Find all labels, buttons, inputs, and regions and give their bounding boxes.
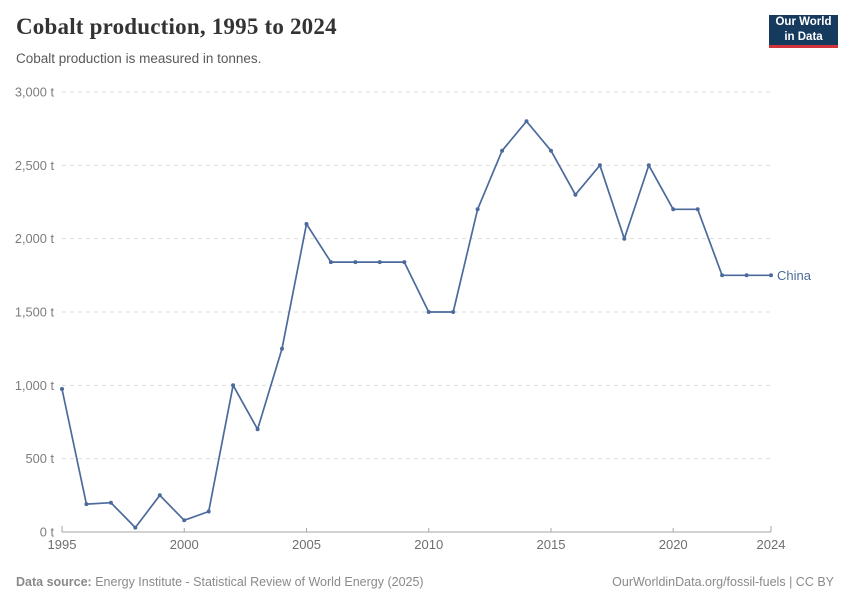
x-axis-tick-label: 2024 xyxy=(757,537,786,552)
y-axis-tick-label: 2,500 t xyxy=(15,158,55,173)
owid-logo-line1: Our World xyxy=(775,16,832,29)
owid-logo[interactable]: Our World in Data xyxy=(769,15,838,48)
data-point-marker[interactable] xyxy=(402,260,407,265)
x-axis-tick-label: 1995 xyxy=(48,537,77,552)
data-point-marker[interactable] xyxy=(622,236,627,241)
data-point-marker[interactable] xyxy=(549,148,553,153)
data-point-marker[interactable] xyxy=(157,493,162,498)
y-axis-tick-label: 500 t xyxy=(26,451,55,466)
data-point-marker[interactable] xyxy=(255,427,260,432)
line-chart: 0 t 500 t 1,000 t 1,500 t 2,000 t 2,500 t 3,00… xyxy=(15,85,812,553)
chart-subtitle: Cobalt production is measured in tonnes. xyxy=(16,51,262,66)
data-point-marker[interactable] xyxy=(695,207,700,212)
data-point-marker[interactable] xyxy=(133,525,138,530)
y-axis-tick-label: 1,000 t xyxy=(15,378,55,393)
license-text: | CC BY xyxy=(785,575,834,589)
y-axis-tick-label: 0 t xyxy=(40,525,55,540)
data-point-marker[interactable] xyxy=(671,207,676,212)
chart-title: Cobalt production, 1995 to 2024 xyxy=(16,14,337,39)
y-axis-tick-label: 3,000 t xyxy=(15,85,55,100)
data-point-marker[interactable] xyxy=(206,509,211,514)
data-point-marker[interactable] xyxy=(182,518,187,523)
owid-logo-line2: in Data xyxy=(784,31,823,43)
data-point-marker[interactable] xyxy=(280,346,284,351)
plot-svg: 0 t 500 t 1,000 t 1,500 t 2,000 t 2,500 t 3,00… xyxy=(15,85,812,553)
data-point-marker[interactable] xyxy=(328,260,333,265)
data-point-marker[interactable] xyxy=(769,273,773,278)
data-point-marker[interactable] xyxy=(304,222,309,226)
series-label-china[interactable]: China xyxy=(777,268,812,283)
data-point-marker[interactable] xyxy=(60,387,64,391)
data-source-label: Data source: xyxy=(16,575,92,589)
data-point-marker[interactable] xyxy=(720,273,725,278)
data-source-text: Energy Institute - Statistical Review of… xyxy=(91,575,424,589)
data-point-marker[interactable] xyxy=(231,383,236,388)
x-axis-tick-label: 2020 xyxy=(659,537,688,552)
x-axis-tick-label: 2000 xyxy=(170,537,199,552)
data-point-marker[interactable] xyxy=(84,502,89,507)
data-point-marker[interactable] xyxy=(353,260,358,265)
chart-footer: Data source: Energy Institute - Statisti… xyxy=(0,575,850,589)
data-point-marker[interactable] xyxy=(475,207,480,212)
data-point-marker[interactable] xyxy=(377,260,382,265)
data-point-marker[interactable] xyxy=(500,148,505,153)
data-point-marker[interactable] xyxy=(646,163,651,168)
china-line-series[interactable] xyxy=(61,120,772,529)
y-axis-tick-label: 1,500 t xyxy=(15,305,55,320)
data-point-marker[interactable] xyxy=(108,500,113,505)
owid-credit-link[interactable]: OurWorldinData.org/fossil-fuels xyxy=(612,575,786,589)
data-point-marker[interactable] xyxy=(426,310,431,314)
data-point-marker[interactable] xyxy=(597,163,602,168)
footer-credit: OurWorldinData.org/fossil-fuels | CC BY xyxy=(612,575,834,589)
x-axis-tick-label: 2010 xyxy=(414,537,443,552)
data-point-marker[interactable] xyxy=(573,192,578,197)
data-source: Data source: Energy Institute - Statisti… xyxy=(16,575,424,589)
data-point-marker[interactable] xyxy=(744,273,749,278)
data-point-marker[interactable] xyxy=(451,310,456,314)
data-point-marker[interactable] xyxy=(524,119,529,124)
y-axis-tick-label: 2,000 t xyxy=(15,231,55,246)
x-axis-tick-label: 2015 xyxy=(537,537,566,552)
x-axis-tick-label: 2005 xyxy=(292,537,321,552)
